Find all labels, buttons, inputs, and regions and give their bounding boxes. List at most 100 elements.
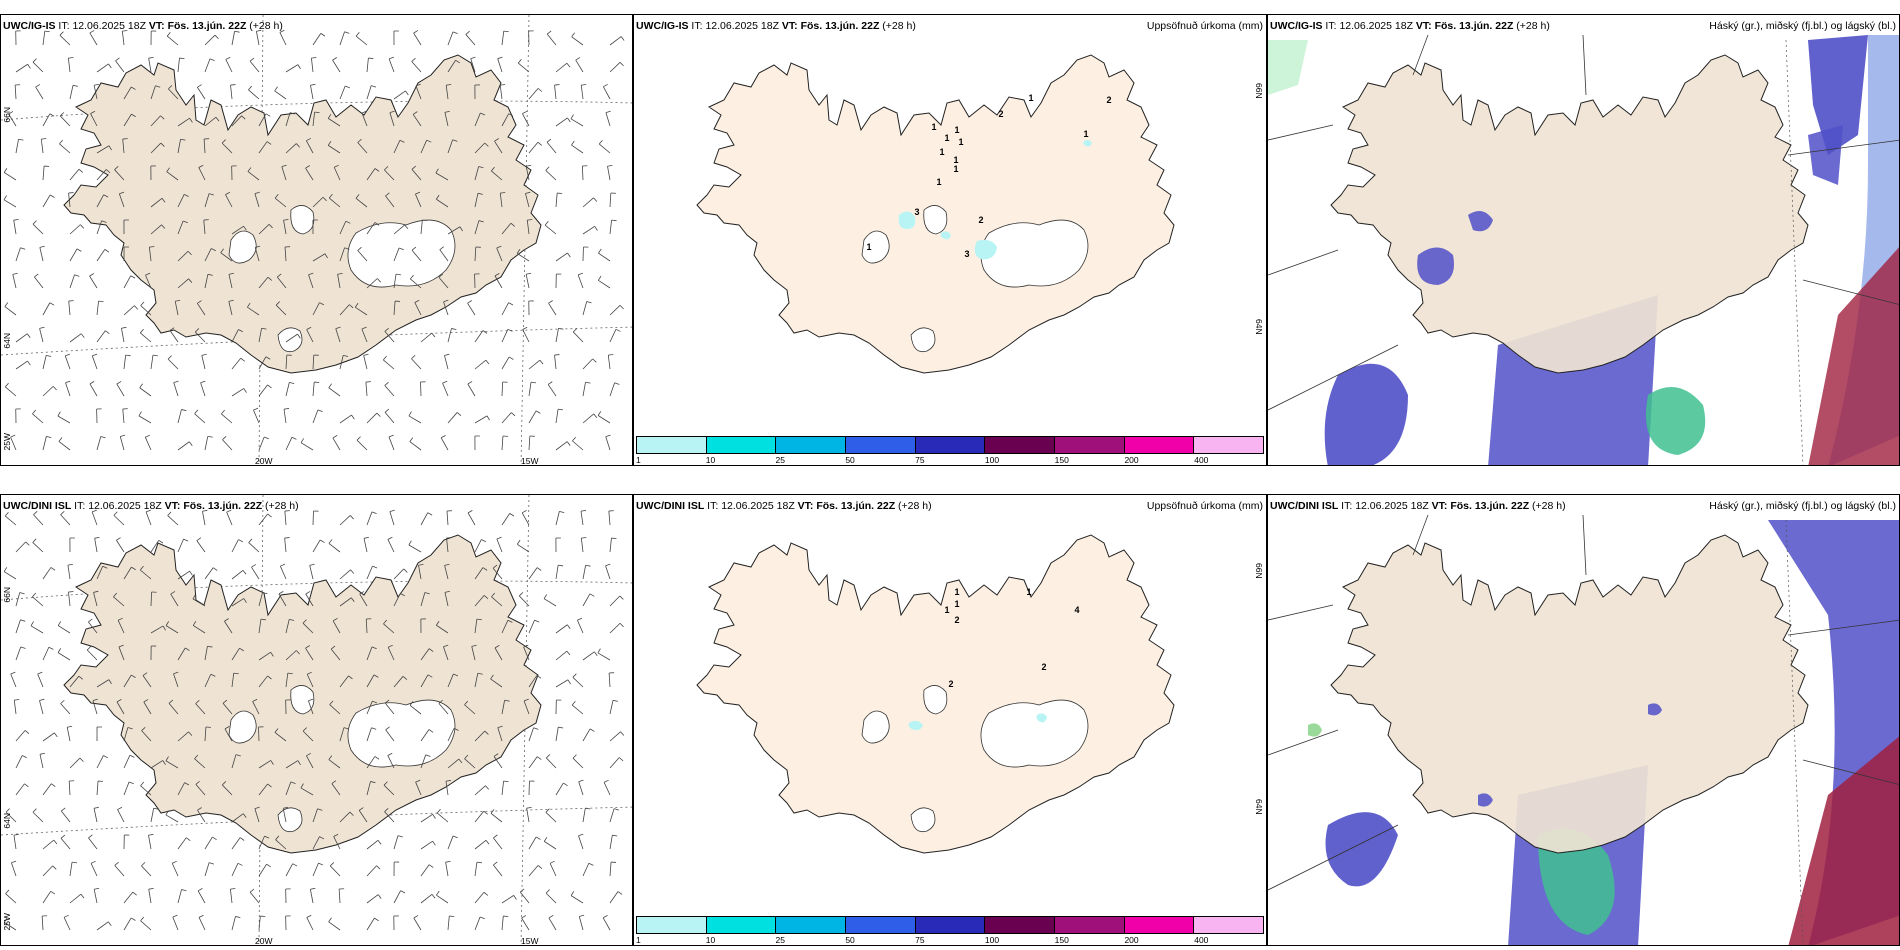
- precip-value-label: 2: [998, 109, 1003, 119]
- wind-barb-flag: [611, 537, 617, 539]
- wind-barb-flag: [545, 166, 550, 171]
- wind-barb: [384, 331, 395, 343]
- wind-barb-flag: [332, 618, 338, 622]
- wind-barb-flag: [113, 511, 118, 516]
- wind-barb: [555, 409, 559, 424]
- wind-barb: [528, 436, 531, 451]
- precip-value-label: 2: [948, 679, 953, 689]
- wind-barb-flag: [237, 862, 243, 866]
- wind-barb: [222, 439, 233, 451]
- wind-barb-flag: [189, 570, 193, 576]
- wind-barb: [231, 357, 242, 370]
- wind-barb-flag: [148, 833, 154, 836]
- precip-title: Uppsöfnuð úrkoma (mm): [1146, 500, 1263, 512]
- wind-barb: [96, 194, 105, 208]
- wind-barb: [339, 675, 349, 688]
- wind-barb: [328, 921, 341, 931]
- wind-barb: [445, 781, 449, 796]
- wind-barb: [60, 514, 71, 526]
- wind-barb-flag: [4, 302, 9, 307]
- wind-barb-flag: [105, 330, 110, 335]
- wind-barb-flag: [494, 138, 499, 142]
- wind-barb-flag: [89, 381, 95, 385]
- wind-barb-flag: [333, 833, 339, 837]
- wind-barb: [42, 436, 47, 451]
- wind-barb-flag: [148, 56, 154, 59]
- wind-barb-flag: [411, 355, 416, 360]
- wind-barb-flag: [46, 354, 52, 357]
- wind-barb: [339, 597, 352, 607]
- wind-barb-flag: [467, 300, 472, 304]
- wind-barb: [528, 359, 541, 370]
- wind-barb: [247, 171, 260, 181]
- wind-barb-flag: [319, 539, 325, 543]
- wind-barb: [517, 62, 530, 73]
- wind-barb: [516, 253, 530, 262]
- wind-barb: [204, 193, 210, 208]
- wind-barb-flag: [195, 780, 200, 785]
- wind-barb: [471, 646, 476, 661]
- wind-barb: [501, 356, 510, 370]
- wind-barb-flag: [141, 726, 146, 731]
- wind-barb-flag: [306, 752, 311, 757]
- wind-barb-flag: [212, 567, 218, 571]
- wind-barb: [150, 540, 160, 553]
- wind-barb: [528, 141, 539, 154]
- wind-barb: [411, 61, 422, 73]
- wind-barb-flag: [172, 860, 177, 864]
- wind-barb: [89, 275, 98, 289]
- wind-barb-flag: [180, 138, 186, 141]
- wind-barb-flag: [300, 783, 304, 789]
- wind-barb: [333, 836, 341, 850]
- wind-barb-flag: [168, 699, 174, 704]
- wind-barb-flag: [128, 781, 134, 785]
- wind-barb-flag: [222, 781, 227, 786]
- wind-barb: [501, 31, 505, 46]
- wind-barb-flag: [254, 191, 260, 194]
- wind-barb-flag: [543, 594, 548, 599]
- wind-barb-flag: [619, 622, 624, 628]
- wind-barb-flag: [398, 247, 404, 251]
- wind-barb-flag: [149, 246, 155, 248]
- wind-barb: [312, 836, 320, 850]
- wind-barb: [339, 414, 352, 424]
- wind-barb: [339, 515, 351, 526]
- wind-barb-flag: [197, 807, 202, 811]
- wind-barb-flag: [113, 592, 117, 598]
- wind-barb: [474, 595, 485, 607]
- wind-barb-flag: [559, 511, 565, 513]
- wind-barb-flag: [618, 757, 624, 762]
- wind-barb-flag: [59, 31, 64, 36]
- wind-barb-flag: [238, 539, 244, 543]
- wind-barb-flag: [516, 249, 521, 254]
- wind-barb-flag: [371, 85, 377, 88]
- wind-barb: [582, 301, 588, 316]
- wind-barb-flag: [563, 782, 568, 787]
- wind-barb-flag: [207, 273, 213, 276]
- wind-barb-flag: [558, 327, 564, 330]
- colorbar-swatch: [1194, 917, 1264, 933]
- wind-barb-flag: [603, 779, 609, 783]
- wind-barb-flag: [241, 115, 246, 120]
- wind-barb-flag: [510, 222, 516, 227]
- wind-barb-flag: [117, 806, 123, 810]
- wind-barb-flag: [3, 195, 7, 200]
- wind-barb-flag: [329, 700, 334, 705]
- wind-barb: [555, 650, 568, 661]
- wind-map-svg: [1, 15, 632, 465]
- wind-barb-flag: [275, 301, 280, 306]
- wind-barb: [68, 592, 71, 607]
- wind-barb-flag: [105, 169, 111, 174]
- wind-barb-flag: [374, 756, 380, 760]
- wind-barb: [59, 35, 71, 46]
- wind-barb: [5, 811, 17, 823]
- wind-barb: [420, 674, 429, 688]
- wind-barb-flag: [482, 330, 488, 334]
- wind-barb: [496, 538, 503, 553]
- precip-value-label: 3: [964, 249, 969, 259]
- wind-barb-flag: [581, 537, 587, 539]
- wind-barb-flag: [192, 594, 196, 600]
- wind-barb: [15, 592, 21, 607]
- wind-barb-flag: [101, 220, 107, 223]
- wind-barb-flag: [566, 624, 571, 630]
